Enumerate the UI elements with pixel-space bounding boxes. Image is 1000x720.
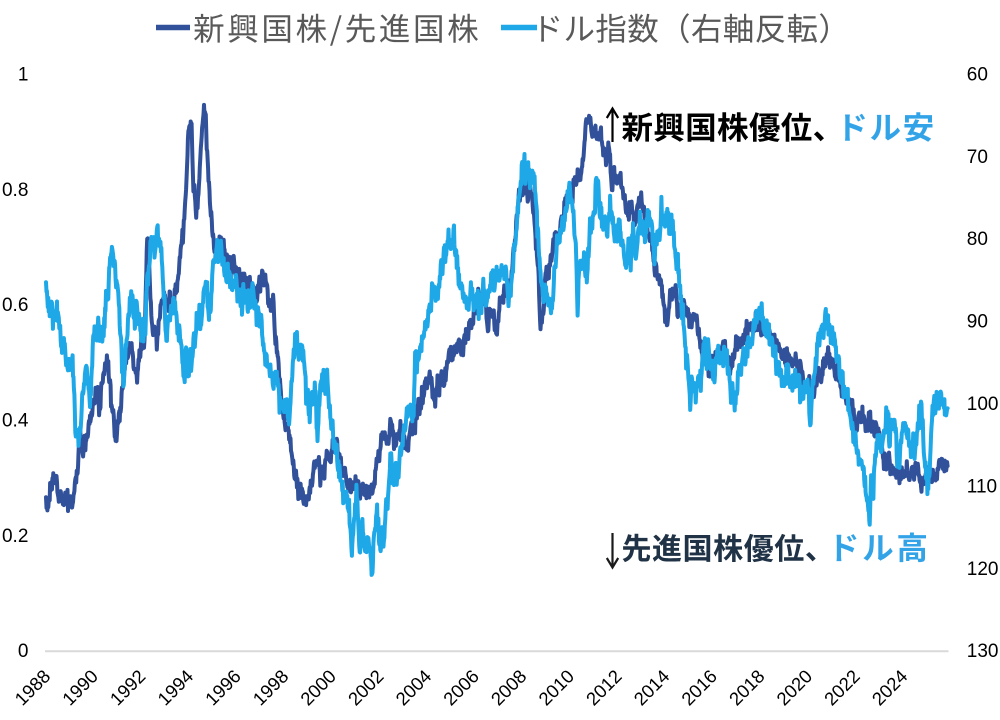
svg-text:110: 110 bbox=[967, 476, 997, 497]
svg-text:0.4: 0.4 bbox=[2, 411, 29, 432]
svg-text:120: 120 bbox=[967, 559, 999, 580]
svg-text:1: 1 bbox=[18, 64, 29, 85]
svg-text:0: 0 bbox=[18, 641, 29, 662]
svg-text:0.2: 0.2 bbox=[2, 526, 28, 547]
svg-text:0.6: 0.6 bbox=[2, 295, 28, 316]
svg-text:80: 80 bbox=[967, 229, 988, 250]
svg-text:70: 70 bbox=[967, 147, 988, 168]
svg-text:130: 130 bbox=[967, 641, 999, 662]
svg-text:90: 90 bbox=[967, 312, 988, 333]
svg-text:60: 60 bbox=[967, 64, 988, 85]
svg-text:0.8: 0.8 bbox=[2, 180, 28, 201]
svg-text:100: 100 bbox=[967, 394, 999, 415]
